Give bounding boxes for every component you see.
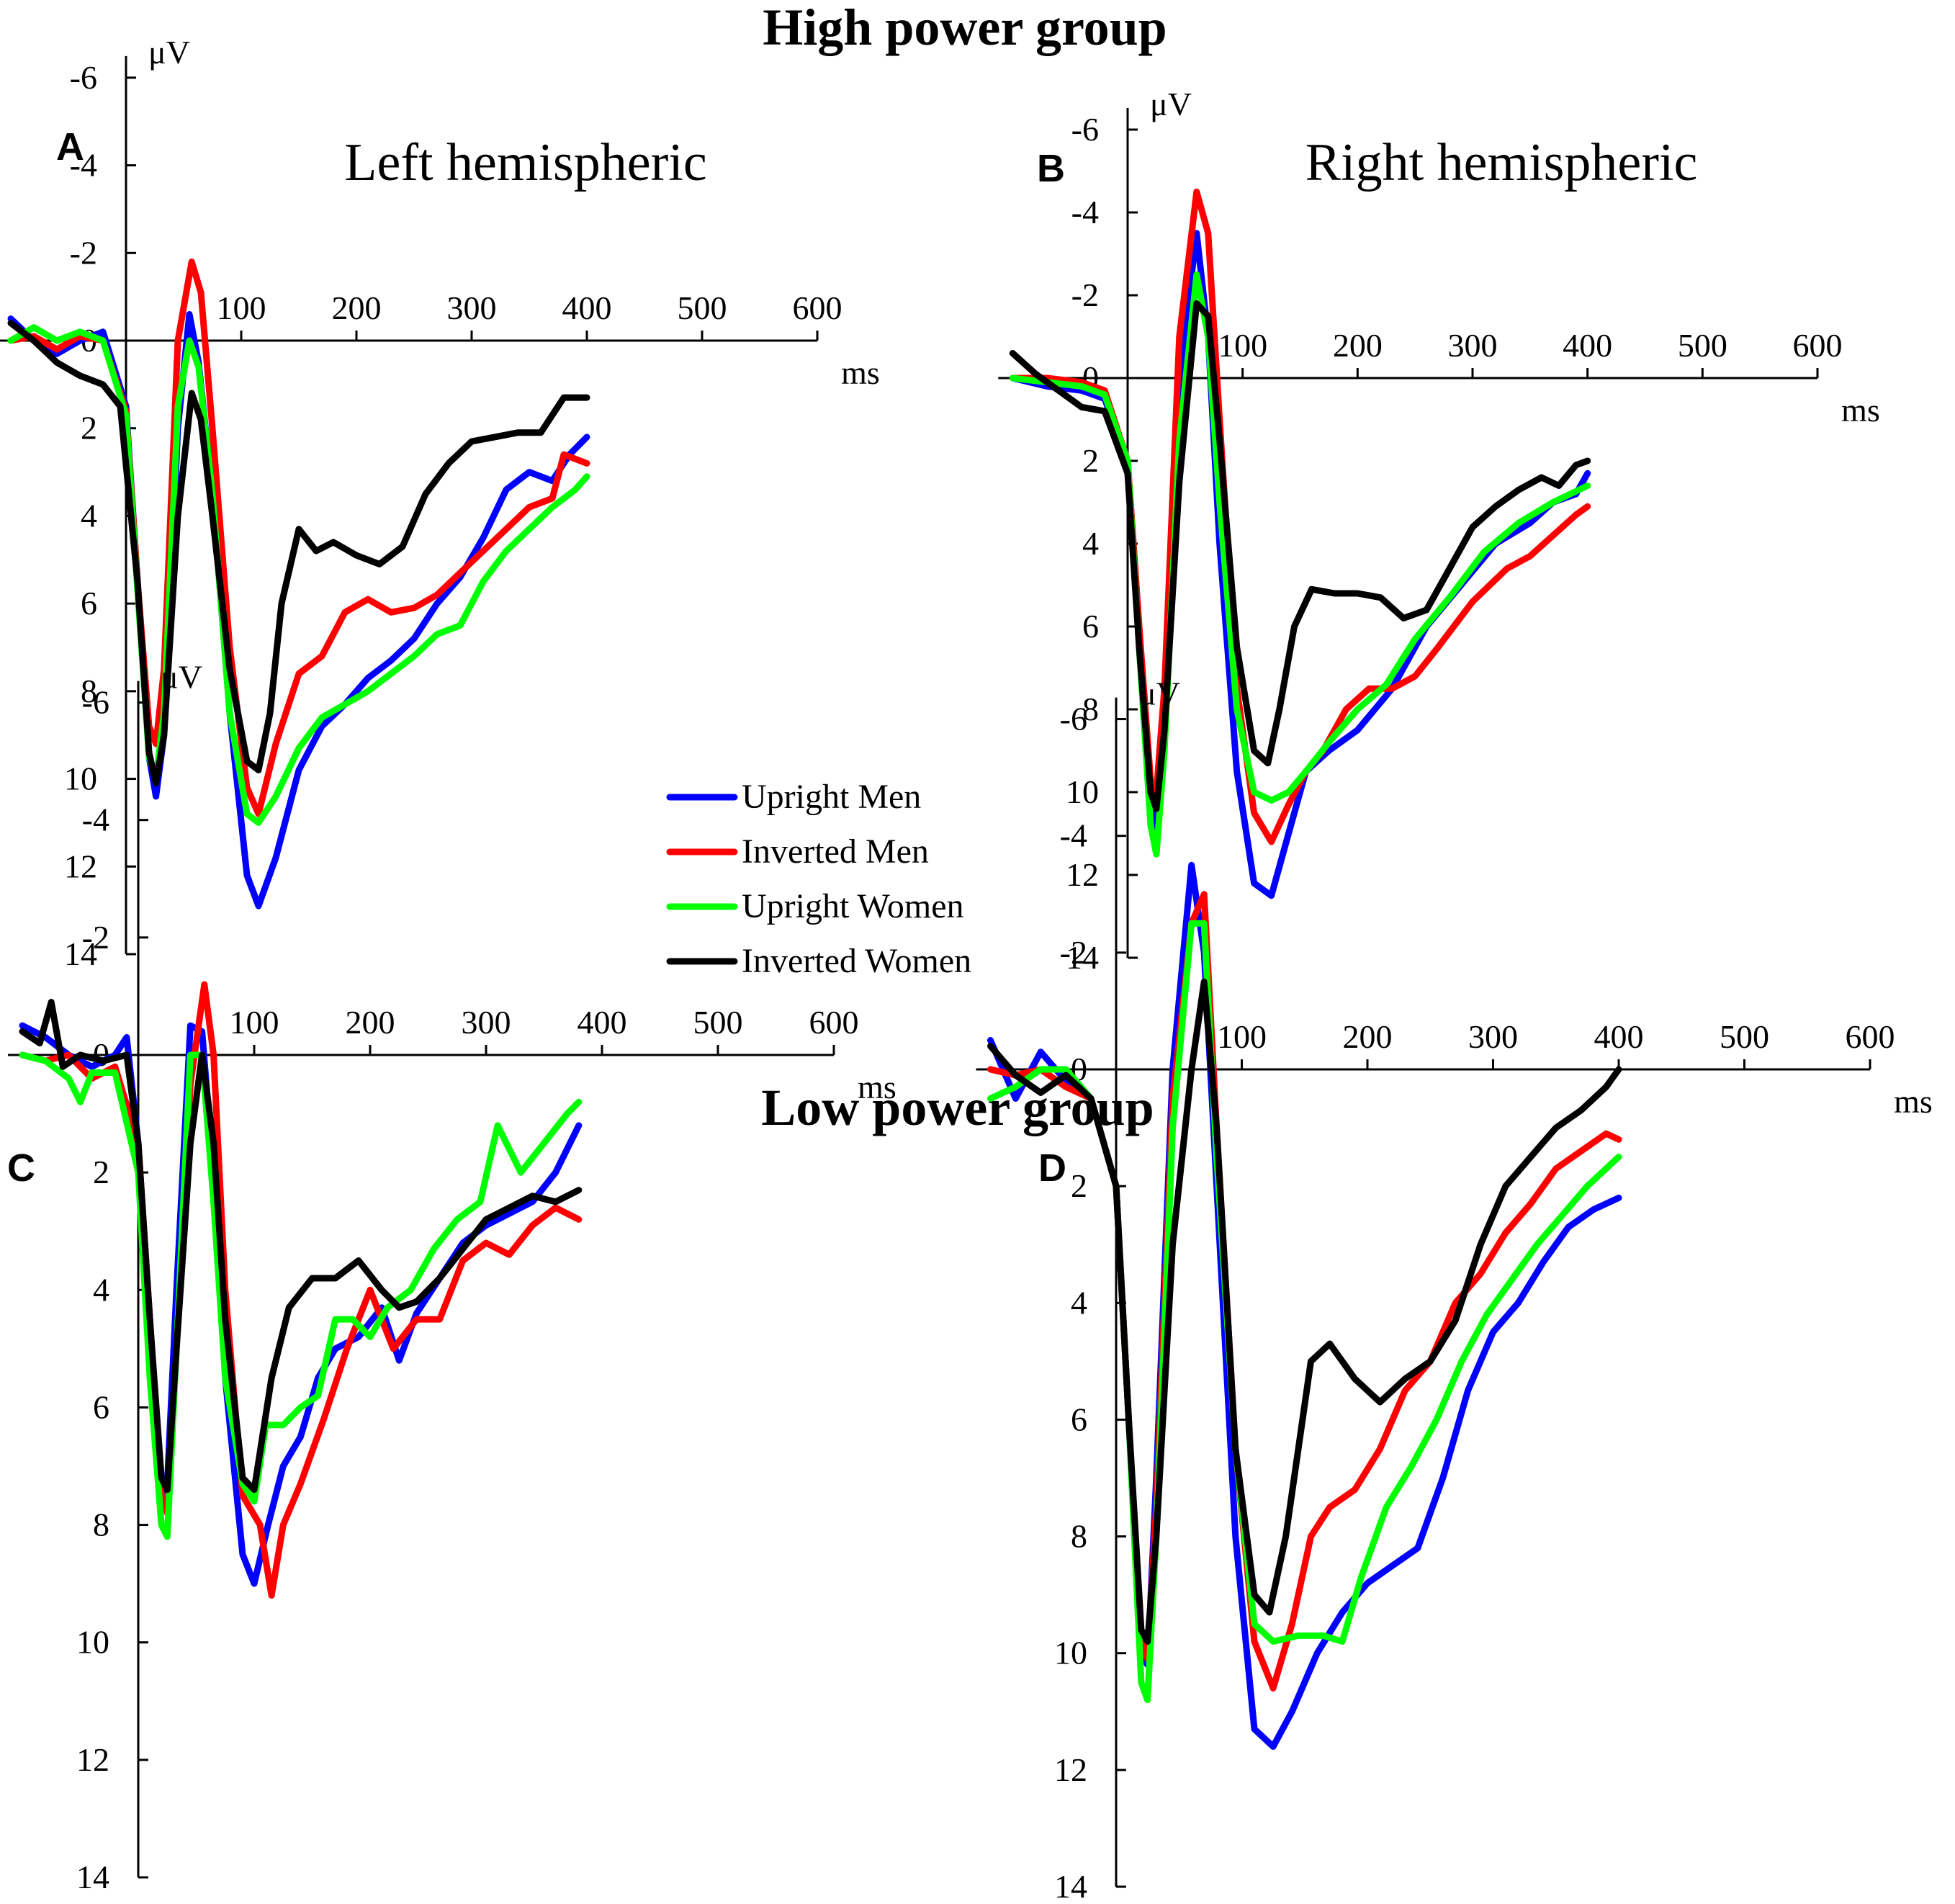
y-tick-label: 4 bbox=[81, 497, 97, 534]
legend-label-inverted-men: Inverted Men bbox=[742, 832, 929, 871]
x-tick-label: 200 bbox=[1343, 1018, 1393, 1055]
x-tick-label: 200 bbox=[346, 1004, 395, 1041]
x-tick-label: 600 bbox=[1846, 1018, 1895, 1055]
x-tick-label: 500 bbox=[1720, 1018, 1769, 1055]
x-tick-label: 100 bbox=[217, 289, 266, 326]
y-tick-label: 2 bbox=[81, 410, 97, 446]
x-tick-label: 100 bbox=[1218, 327, 1267, 364]
group-title-low: Low power group bbox=[761, 1079, 1154, 1136]
x-tick-label: 600 bbox=[793, 289, 842, 326]
y-tick-label: 12 bbox=[64, 848, 97, 884]
y-tick-label: 14 bbox=[64, 935, 97, 972]
x-tick-label: 400 bbox=[577, 1004, 627, 1041]
y-tick-label: -2 bbox=[1071, 277, 1099, 313]
y-tick-label: 14 bbox=[1066, 939, 1099, 976]
y-tick-label: 10 bbox=[1054, 1635, 1087, 1671]
trace-upright-women bbox=[1009, 271, 1591, 858]
x-tick-label: 300 bbox=[1448, 327, 1498, 364]
panel-letter-c: C bbox=[7, 1146, 35, 1190]
x-axis-unit-label: ms bbox=[858, 1069, 896, 1105]
y-tick-label: 4 bbox=[93, 1271, 109, 1308]
y-tick-label: 8 bbox=[93, 1506, 109, 1543]
x-axis-unit-label: ms bbox=[841, 354, 880, 391]
y-tick-label: 10 bbox=[1066, 773, 1099, 810]
y-tick-label: -6 bbox=[1060, 701, 1087, 737]
y-tick-label: 2 bbox=[1082, 442, 1099, 479]
x-tick-label: 200 bbox=[1333, 327, 1383, 364]
y-axis-unit-label: μV bbox=[1138, 675, 1180, 712]
y-axis-unit-label: μV bbox=[148, 34, 190, 71]
y-axis-unit-label: μV bbox=[161, 659, 202, 696]
y-tick-label: 14 bbox=[1054, 1868, 1087, 1904]
x-tick-label: 300 bbox=[447, 289, 497, 326]
y-tick-label: 4 bbox=[1071, 1284, 1087, 1321]
y-tick-label: -6 bbox=[1071, 111, 1099, 148]
x-axis-unit-label: ms bbox=[1894, 1083, 1933, 1120]
y-axis-unit-label: μV bbox=[1150, 86, 1192, 122]
y-tick-label: 12 bbox=[76, 1741, 109, 1778]
x-tick-label: 200 bbox=[332, 289, 382, 326]
hemisphere-title-left: Left hemispheric bbox=[344, 133, 706, 192]
trace-inverted-women bbox=[987, 978, 1622, 1645]
y-tick-label: 14 bbox=[76, 1859, 109, 1895]
legend-label-upright-men: Upright Men bbox=[742, 778, 921, 816]
y-tick-label: 6 bbox=[93, 1388, 109, 1425]
y-tick-label: -2 bbox=[1060, 934, 1087, 971]
legend-label-upright-women: Upright Women bbox=[742, 887, 964, 925]
trace-inverted-men bbox=[1009, 188, 1591, 845]
y-tick-label: 12 bbox=[1054, 1751, 1087, 1788]
y-tick-label: -2 bbox=[82, 919, 109, 956]
x-tick-label: 100 bbox=[230, 1004, 279, 1041]
y-tick-label: -6 bbox=[70, 59, 97, 96]
panel-letter-d: D bbox=[1038, 1146, 1066, 1190]
y-tick-label: -4 bbox=[1060, 817, 1087, 854]
y-tick-label: -4 bbox=[70, 147, 97, 184]
trace-upright-women bbox=[7, 324, 590, 826]
y-tick-label: 6 bbox=[1082, 608, 1099, 645]
panel-letter-b: B bbox=[1037, 147, 1065, 190]
legend: Upright Men Inverted Men Upright Women I… bbox=[666, 778, 971, 980]
y-tick-label: 8 bbox=[1082, 691, 1099, 727]
y-tick-label: -6 bbox=[82, 684, 109, 721]
group-title-high: High power group bbox=[763, 0, 1167, 56]
x-tick-label: 300 bbox=[462, 1004, 511, 1041]
x-tick-label: 400 bbox=[562, 289, 612, 326]
y-tick-label: 12 bbox=[1066, 856, 1099, 893]
trace-inverted-women bbox=[19, 999, 583, 1494]
hemisphere-title-right: Right hemispheric bbox=[1305, 133, 1698, 192]
trace-inverted-women bbox=[7, 320, 590, 787]
y-tick-label: 8 bbox=[81, 673, 97, 709]
x-axis-unit-label: ms bbox=[1841, 392, 1880, 428]
x-tick-label: 600 bbox=[1793, 327, 1843, 364]
trace-upright-men bbox=[1009, 230, 1591, 899]
panel-letter-a: A bbox=[56, 125, 84, 169]
legend-label-inverted-women: Inverted Women bbox=[742, 942, 971, 980]
x-tick-label: 500 bbox=[1678, 327, 1727, 364]
x-tick-label: 400 bbox=[1594, 1018, 1644, 1055]
y-tick-label: 6 bbox=[1071, 1401, 1087, 1437]
y-tick-label: -4 bbox=[1071, 194, 1099, 230]
x-tick-label: 100 bbox=[1217, 1018, 1267, 1055]
y-tick-label: 10 bbox=[76, 1624, 109, 1661]
x-tick-label: 400 bbox=[1563, 327, 1612, 364]
x-tick-label: 500 bbox=[693, 1004, 743, 1041]
y-tick-label: 2 bbox=[93, 1154, 109, 1190]
y-tick-label: 2 bbox=[1071, 1167, 1087, 1204]
y-tick-label: 10 bbox=[64, 760, 97, 797]
x-tick-label: 600 bbox=[809, 1004, 859, 1041]
y-tick-label: 6 bbox=[81, 585, 97, 621]
trace-inverted-women bbox=[1009, 300, 1591, 812]
y-tick-label: 8 bbox=[1071, 1518, 1087, 1555]
y-tick-label: 4 bbox=[1082, 525, 1099, 562]
x-tick-label: 500 bbox=[678, 289, 727, 326]
y-tick-label: -4 bbox=[82, 801, 109, 838]
y-tick-label: -2 bbox=[70, 234, 97, 271]
x-tick-label: 300 bbox=[1468, 1018, 1518, 1055]
